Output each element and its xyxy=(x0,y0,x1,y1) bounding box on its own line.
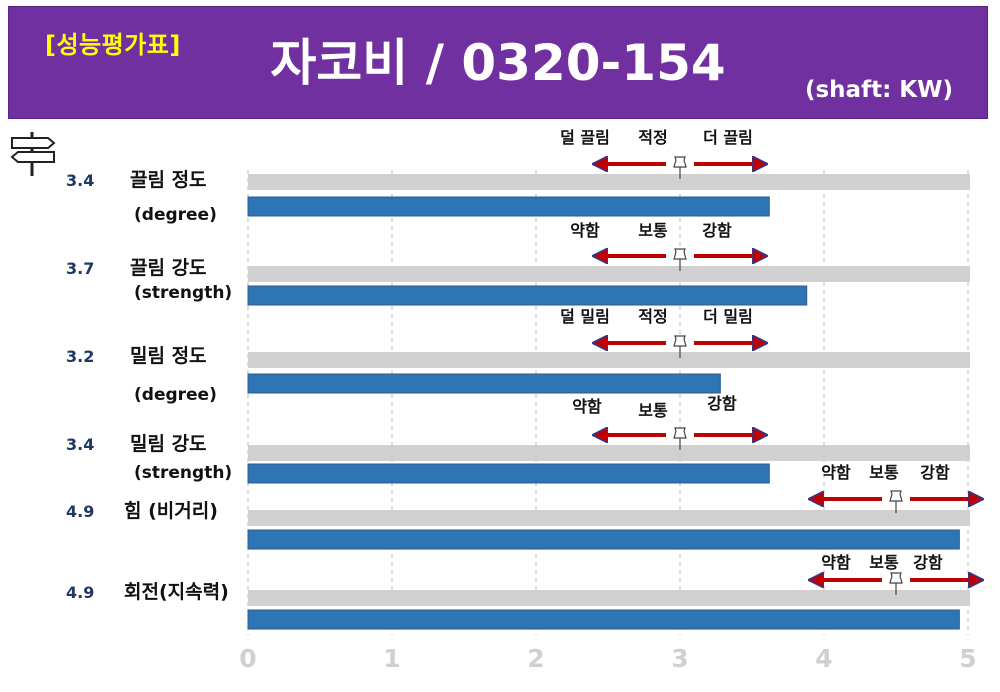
indicator-left-label: 약함 xyxy=(572,397,602,416)
indicator-right-label: 더 밀림 xyxy=(703,307,753,326)
pushpin-head xyxy=(889,490,903,502)
score-value: 3.7 xyxy=(66,259,94,278)
indicator-right-label: 강함 xyxy=(920,463,950,482)
track-bar xyxy=(248,174,970,190)
value-bar xyxy=(247,609,960,630)
track-bar xyxy=(248,266,970,282)
indicator-right-label: 더 끌림 xyxy=(703,128,753,147)
score-value: 4.9 xyxy=(66,502,94,521)
indicator-right-label: 강함 xyxy=(702,221,732,240)
metric-sublabel: (degree) xyxy=(134,205,217,225)
x-tick-label: 4 xyxy=(815,644,832,673)
x-tick-label: 5 xyxy=(959,644,976,673)
x-axis-ticks: 0 1 2 3 4 5 xyxy=(239,644,976,673)
shaft-subtitle: (shaft: KW) xyxy=(804,77,953,103)
value-bar xyxy=(247,373,721,394)
pushpin-icon xyxy=(673,335,687,358)
pushpin-icon xyxy=(673,156,687,179)
score-value: 3.2 xyxy=(66,347,94,366)
pushpin-head xyxy=(673,248,687,260)
indicator-left-label: 약함 xyxy=(570,221,600,240)
x-tick-label: 0 xyxy=(239,644,256,673)
indicator-right-label: 강함 xyxy=(707,394,737,413)
metric-sublabel: (degree) xyxy=(134,385,217,405)
score-value: 3.4 xyxy=(66,435,94,454)
indicator-center-label: 보통 xyxy=(869,553,899,572)
indicator-left-label: 약함 xyxy=(821,553,851,572)
indicator-center-label: 적정 xyxy=(638,307,667,326)
x-tick-label: 3 xyxy=(671,644,688,673)
value-bar xyxy=(247,529,960,550)
indicator-center-label: 보통 xyxy=(638,221,668,240)
indicator-left-label: 덜 밀림 xyxy=(560,307,610,326)
metric-label: 밀림 정도 xyxy=(130,345,207,367)
value-bar xyxy=(247,285,808,306)
metric-label: 밀림 강도 xyxy=(130,433,207,455)
score-value: 3.4 xyxy=(66,171,94,190)
header-banner: [성능평가표] 자코비 / 0320-154 (shaft: KW) xyxy=(8,6,988,119)
x-tick-label: 1 xyxy=(383,644,400,673)
pushpin-head xyxy=(673,427,687,439)
metric-label: 끌림 정도 xyxy=(130,169,207,191)
pushpin-icon xyxy=(889,490,903,513)
indicator-center-label: 보통 xyxy=(638,401,668,420)
metric-label: 힘 (비거리) xyxy=(124,500,218,522)
metric-sublabel: (strength) xyxy=(134,463,232,483)
pushpin-head xyxy=(673,156,687,168)
pushpin-head xyxy=(673,335,687,347)
pushpin-icon xyxy=(889,572,903,595)
value-bar xyxy=(247,196,770,217)
indicator-center-label: 보통 xyxy=(869,463,899,482)
indicator-right-label: 강함 xyxy=(913,553,943,572)
track-bar xyxy=(248,352,970,368)
indicator-left-label: 덜 끌림 xyxy=(560,128,610,147)
score-value: 4.9 xyxy=(66,583,94,602)
track-bar xyxy=(248,590,970,606)
metric-label: 회전(지속력) xyxy=(124,581,229,603)
evaluation-badge: [성능평가표] xyxy=(45,31,181,59)
indicator-left-label: 약함 xyxy=(821,463,851,482)
grid xyxy=(247,170,969,635)
track-bar xyxy=(248,510,970,526)
metric-label: 끌림 강도 xyxy=(130,257,207,279)
pushpin-icon xyxy=(673,427,687,450)
indicator-center-label: 적정 xyxy=(638,128,667,147)
chart-rows: 3.4 끌림 정도(degree)덜 끌림 적정 더 끌림3.7 끌림 강도(stren… xyxy=(66,128,982,630)
value-bar xyxy=(247,463,770,484)
metric-sublabel: (strength) xyxy=(134,283,232,303)
track-bar xyxy=(248,445,970,461)
page-title: 자코비 / 0320-154 xyxy=(270,34,726,92)
pushpin-icon xyxy=(673,248,687,271)
signpost-icon xyxy=(10,132,56,176)
pushpin-head xyxy=(889,572,903,584)
x-tick-label: 2 xyxy=(527,644,544,673)
